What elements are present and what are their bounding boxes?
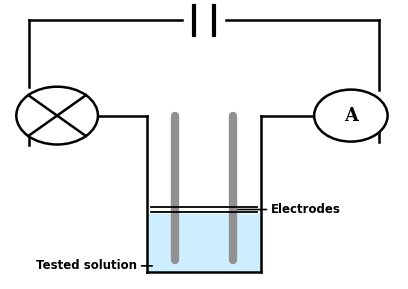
Circle shape <box>314 90 388 142</box>
Text: A: A <box>344 107 358 125</box>
Text: Electrodes: Electrodes <box>271 203 341 216</box>
Text: Tested solution: Tested solution <box>35 260 137 272</box>
Bar <box>147 214 261 272</box>
Circle shape <box>16 87 98 144</box>
